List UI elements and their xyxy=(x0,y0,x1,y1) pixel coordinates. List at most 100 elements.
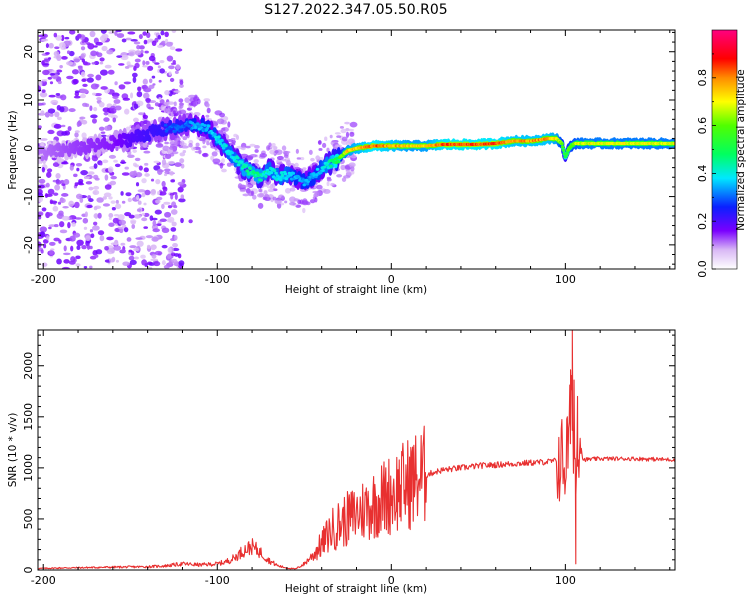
halo-blob xyxy=(309,199,316,204)
ridge-core xyxy=(560,145,565,149)
noise-blob xyxy=(128,214,135,219)
noise-blob xyxy=(167,216,175,223)
noise-blob xyxy=(134,58,141,63)
noise-blob xyxy=(160,30,165,36)
noise-blob xyxy=(159,68,165,74)
noise-blob xyxy=(117,226,123,230)
noise-blob xyxy=(114,163,121,168)
colorbar-axis: 0.0 0.2 0.4 0.6 0.8 xyxy=(696,53,716,278)
noise-blob xyxy=(152,228,160,233)
noise-blob xyxy=(110,107,117,114)
noise-blob xyxy=(38,178,46,184)
halo-blob xyxy=(258,192,265,198)
noise-blob xyxy=(143,150,151,154)
ridge-core xyxy=(307,178,312,182)
halo-blob xyxy=(249,154,258,158)
ridge-core xyxy=(217,135,221,139)
halo-blob xyxy=(271,142,276,147)
noise-blob xyxy=(71,69,79,75)
noise-blob xyxy=(82,83,88,88)
noise-blob xyxy=(173,90,181,93)
noise-blob xyxy=(41,166,45,173)
spectrogram-xtick-label: -100 xyxy=(205,273,230,286)
halo-blob xyxy=(188,102,194,106)
noise-blob xyxy=(41,207,47,212)
noise-blob xyxy=(47,188,55,195)
noise-blob xyxy=(127,154,135,158)
noise-blob xyxy=(93,106,98,112)
ridge-core xyxy=(291,171,296,175)
noise-blob xyxy=(45,43,49,49)
noise-blob xyxy=(102,107,110,113)
colorbar-tick-label: 0.2 xyxy=(696,212,709,230)
noise-blob xyxy=(117,214,125,221)
noise-blob xyxy=(57,201,62,205)
spectrogram-ytick-label: -10 xyxy=(22,188,35,206)
ridge-core xyxy=(274,171,278,175)
noise-blob xyxy=(114,105,122,111)
ridge-mid xyxy=(168,119,173,126)
colorbar: 0.0 0.2 0.4 0.6 0.8 Normalized spectral ampl… xyxy=(696,29,747,278)
noise-blob xyxy=(179,84,184,88)
halo-blob xyxy=(302,167,307,171)
noise-blob xyxy=(58,239,62,244)
spectrogram-xtick-label: -200 xyxy=(31,273,56,286)
noise-blob xyxy=(38,184,45,189)
halo-blob xyxy=(284,187,292,194)
noise-blob xyxy=(134,157,141,162)
noise-blob xyxy=(39,138,48,141)
halo-blob xyxy=(179,152,186,157)
halo-blob xyxy=(345,169,351,174)
noise-blob xyxy=(76,239,84,246)
noise-blob xyxy=(116,55,123,58)
halo-blob xyxy=(211,151,218,157)
ridge-mid xyxy=(67,151,72,158)
halo-blob xyxy=(166,108,171,115)
noise-blob xyxy=(121,200,126,204)
halo-blob xyxy=(181,145,189,149)
ridge-core xyxy=(192,123,197,127)
noise-blob xyxy=(130,220,136,225)
noise-blob xyxy=(157,65,161,69)
noise-blob xyxy=(132,117,139,123)
halo-blob xyxy=(263,190,268,195)
ridge-mid xyxy=(76,140,81,147)
noise-blob xyxy=(108,213,114,218)
ridge-mid xyxy=(60,151,65,158)
noise-blob xyxy=(76,167,80,172)
noise-blob xyxy=(56,116,62,121)
noise-blob xyxy=(179,80,184,85)
noise-blob xyxy=(96,197,104,203)
ridge-mid xyxy=(54,151,59,158)
noise-blob xyxy=(125,126,131,131)
ridge-core xyxy=(218,142,223,146)
ridge-mid xyxy=(87,147,92,154)
noise-blob xyxy=(132,149,137,153)
ridge-mid xyxy=(120,139,125,146)
noise-blob xyxy=(127,197,133,203)
noise-blob xyxy=(46,212,53,217)
halo-blob xyxy=(339,126,345,129)
noise-blob xyxy=(134,62,140,69)
noise-blob xyxy=(61,131,68,136)
noise-blob xyxy=(91,118,97,124)
noise-blob xyxy=(116,33,125,39)
noise-blob xyxy=(40,249,44,254)
noise-blob xyxy=(73,95,81,99)
noise-blob xyxy=(162,145,170,152)
noise-blob xyxy=(39,91,48,98)
halo-blob xyxy=(348,162,356,168)
noise-blob xyxy=(159,59,165,64)
noise-blob xyxy=(128,255,135,261)
noise-blob xyxy=(59,64,63,69)
halo-blob xyxy=(317,140,322,146)
noise-blob xyxy=(108,154,117,159)
noise-blob xyxy=(38,80,43,87)
figure-title: S127.2022.347.05.50.R05 xyxy=(264,2,447,18)
noise-blob xyxy=(164,211,172,218)
noise-blob xyxy=(147,106,154,110)
noise-blob xyxy=(41,33,48,38)
noise-blob xyxy=(74,217,83,220)
halo-blob xyxy=(206,103,210,107)
